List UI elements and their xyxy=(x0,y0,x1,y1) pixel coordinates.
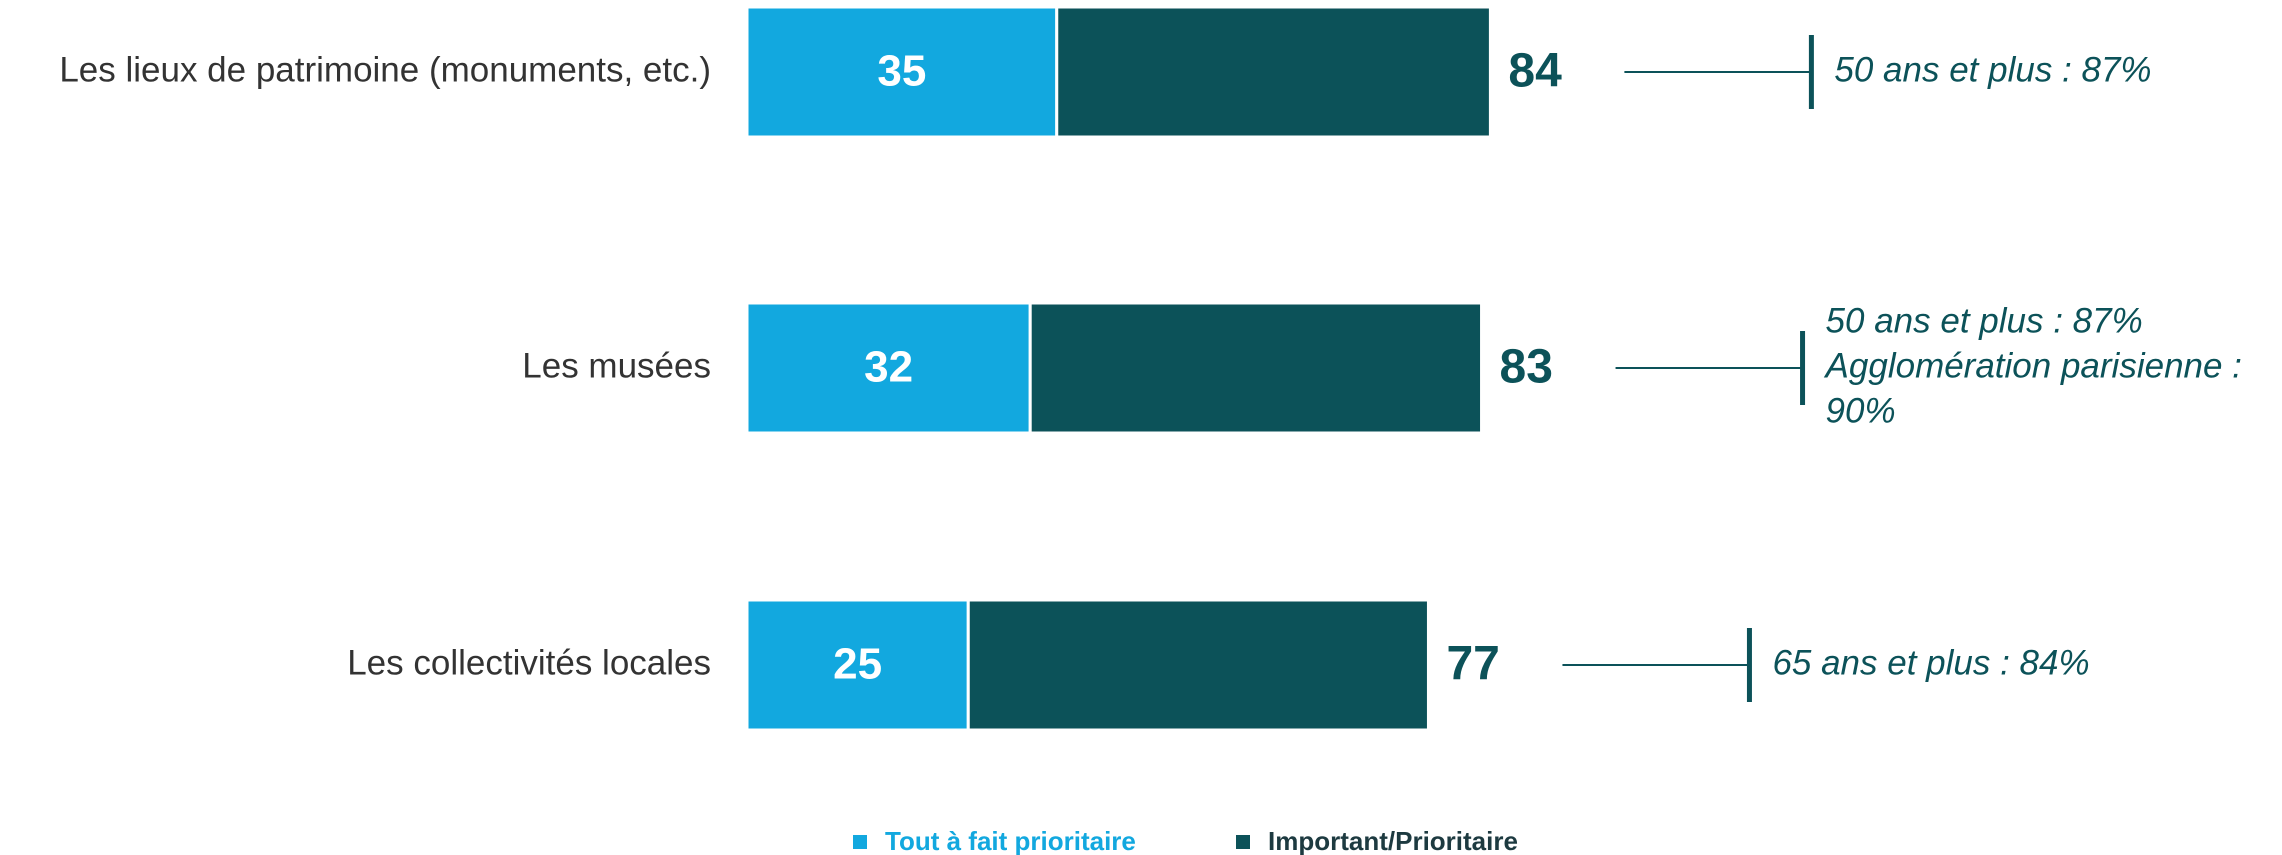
value-label: 32 xyxy=(864,343,913,392)
bar-segment xyxy=(1055,5,1492,139)
legend-swatch xyxy=(1236,835,1250,849)
total-label: 77 xyxy=(1446,638,1499,691)
bar-segment xyxy=(745,301,1032,435)
legend-label: Important/Prioritaire xyxy=(1268,826,1518,855)
category-label: Les lieux de patrimoine (monuments, etc.… xyxy=(59,50,711,89)
legend-swatch xyxy=(853,835,867,849)
category-label: Les musées xyxy=(522,346,711,385)
bar-segment xyxy=(966,598,1430,732)
total-label: 83 xyxy=(1500,341,1553,394)
bar-segment xyxy=(745,598,970,732)
legend-label: Tout à fait prioritaire xyxy=(885,826,1136,855)
category-label: Les collectivités locales xyxy=(347,643,711,682)
annotation-text: Agglomération parisienne : xyxy=(1824,346,2242,385)
value-label: 35 xyxy=(877,47,926,96)
bar-segment xyxy=(745,5,1059,139)
annotation-text: 65 ans et plus : 84% xyxy=(1772,643,2089,682)
total-label: 84 xyxy=(1508,45,1562,98)
annotation-text: 90% xyxy=(1826,391,1896,430)
annotation-text: 50 ans et plus : 87% xyxy=(1834,50,2151,89)
bar-segment xyxy=(1028,301,1484,435)
value-label: 25 xyxy=(833,640,882,689)
annotation-text: 50 ans et plus : 87% xyxy=(1826,301,2143,340)
